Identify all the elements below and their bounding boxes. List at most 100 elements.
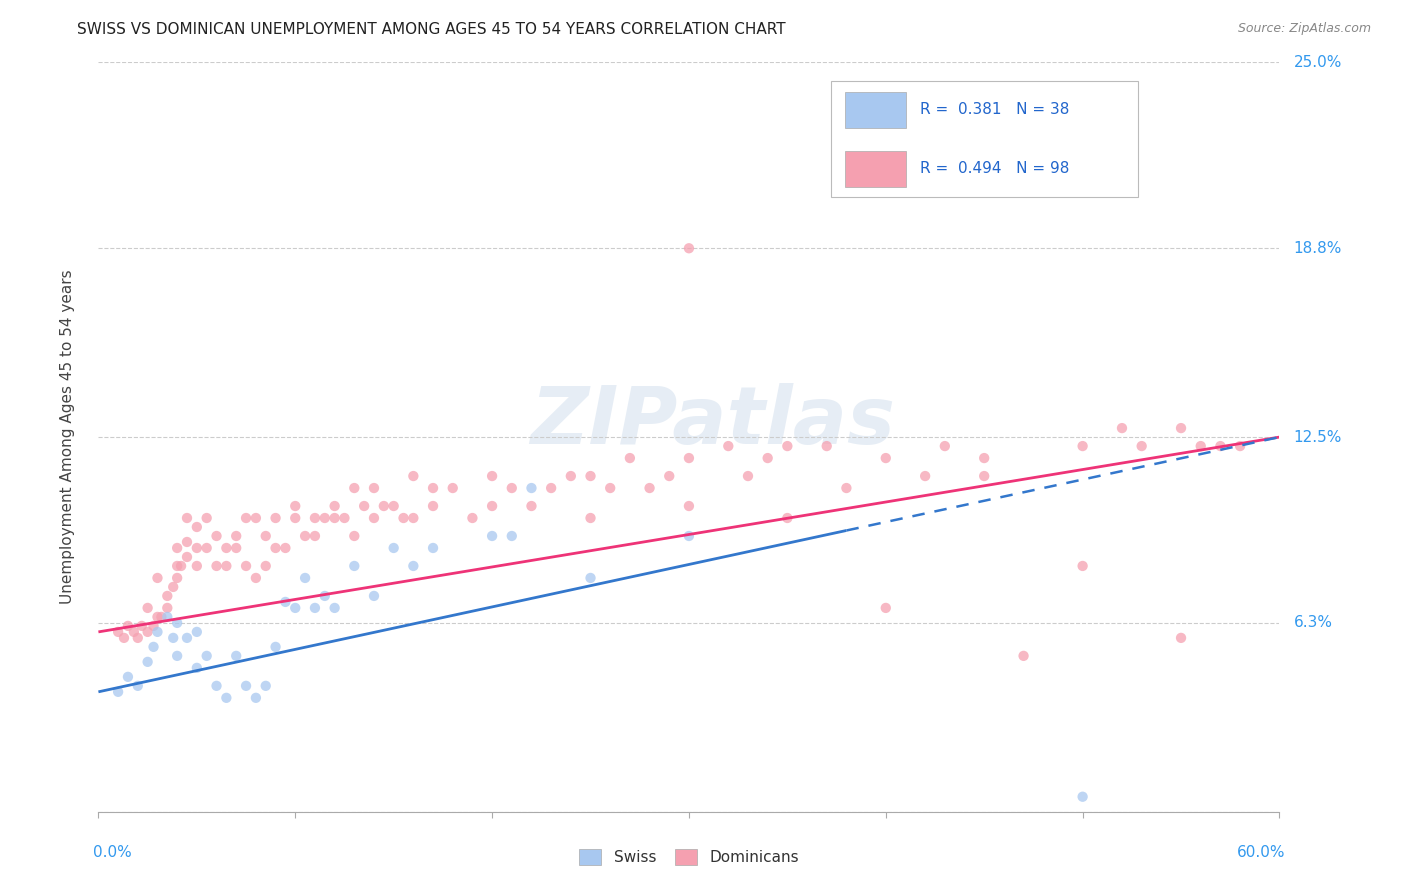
Point <box>343 558 366 573</box>
Point <box>176 535 198 549</box>
Point <box>599 481 621 495</box>
Point <box>579 469 602 483</box>
Point <box>363 511 385 525</box>
Point <box>973 469 995 483</box>
Point <box>579 571 602 585</box>
Point <box>146 624 169 639</box>
Point <box>254 558 277 573</box>
Point <box>776 439 799 453</box>
Point <box>235 511 257 525</box>
Point <box>678 451 700 466</box>
Point <box>186 558 208 573</box>
Point <box>215 558 238 573</box>
Point <box>1012 648 1035 663</box>
Point <box>382 499 405 513</box>
Point <box>343 529 366 543</box>
Point <box>186 624 208 639</box>
Point <box>215 541 238 555</box>
Point <box>176 631 198 645</box>
Point <box>422 499 444 513</box>
Point <box>353 499 375 513</box>
Point <box>235 679 257 693</box>
Text: 12.5%: 12.5% <box>1294 430 1341 444</box>
Point <box>638 481 661 495</box>
Point <box>314 511 336 525</box>
Point <box>540 481 562 495</box>
Point <box>156 601 179 615</box>
Point <box>235 558 257 573</box>
Point <box>264 541 287 555</box>
Point <box>441 481 464 495</box>
Point <box>1111 421 1133 435</box>
Point <box>323 511 346 525</box>
Point <box>304 601 326 615</box>
Point <box>245 690 267 705</box>
Point <box>501 481 523 495</box>
Point <box>162 631 184 645</box>
Point <box>294 571 316 585</box>
Point <box>136 624 159 639</box>
Point <box>146 610 169 624</box>
Point <box>142 640 165 654</box>
Point <box>150 610 173 624</box>
Point <box>973 451 995 466</box>
Point <box>205 679 228 693</box>
Point <box>658 469 681 483</box>
Point <box>1130 439 1153 453</box>
Point <box>343 481 366 495</box>
Point <box>1170 631 1192 645</box>
Point <box>333 511 356 525</box>
Point <box>205 558 228 573</box>
Point <box>875 451 897 466</box>
Point <box>304 529 326 543</box>
Point <box>284 499 307 513</box>
Point <box>382 541 405 555</box>
Point <box>481 469 503 483</box>
Text: 25.0%: 25.0% <box>1294 55 1341 70</box>
Text: 0.0%: 0.0% <box>93 846 131 861</box>
Point <box>156 610 179 624</box>
Point <box>422 481 444 495</box>
Point <box>146 571 169 585</box>
Point <box>304 511 326 525</box>
Point <box>373 499 395 513</box>
Point <box>875 601 897 615</box>
Point <box>186 541 208 555</box>
Point <box>136 601 159 615</box>
Text: R =  0.381   N = 38: R = 0.381 N = 38 <box>921 103 1070 117</box>
Point <box>323 601 346 615</box>
Point <box>1170 421 1192 435</box>
Point <box>142 619 165 633</box>
Bar <box>845 151 907 186</box>
Point <box>835 481 858 495</box>
Point <box>756 451 779 466</box>
Point <box>162 580 184 594</box>
Point <box>422 541 444 555</box>
Point <box>127 679 149 693</box>
Y-axis label: Unemployment Among Ages 45 to 54 years: Unemployment Among Ages 45 to 54 years <box>60 269 75 605</box>
Point <box>215 690 238 705</box>
Point <box>678 241 700 255</box>
Point <box>205 529 228 543</box>
Point <box>402 558 425 573</box>
Point <box>170 558 193 573</box>
Point <box>117 670 139 684</box>
Point <box>1209 439 1232 453</box>
Point <box>117 619 139 633</box>
Point <box>166 558 188 573</box>
Point <box>294 529 316 543</box>
Text: 18.8%: 18.8% <box>1294 241 1341 256</box>
Point <box>323 499 346 513</box>
Point <box>176 549 198 564</box>
Point <box>107 685 129 699</box>
Point <box>176 511 198 525</box>
FancyBboxPatch shape <box>831 81 1137 197</box>
Point <box>737 469 759 483</box>
Point <box>225 529 247 543</box>
Point <box>776 511 799 525</box>
Point <box>264 640 287 654</box>
Point <box>254 529 277 543</box>
Point <box>166 648 188 663</box>
Legend: Swiss, Dominicans: Swiss, Dominicans <box>572 843 806 871</box>
Point <box>1071 439 1094 453</box>
